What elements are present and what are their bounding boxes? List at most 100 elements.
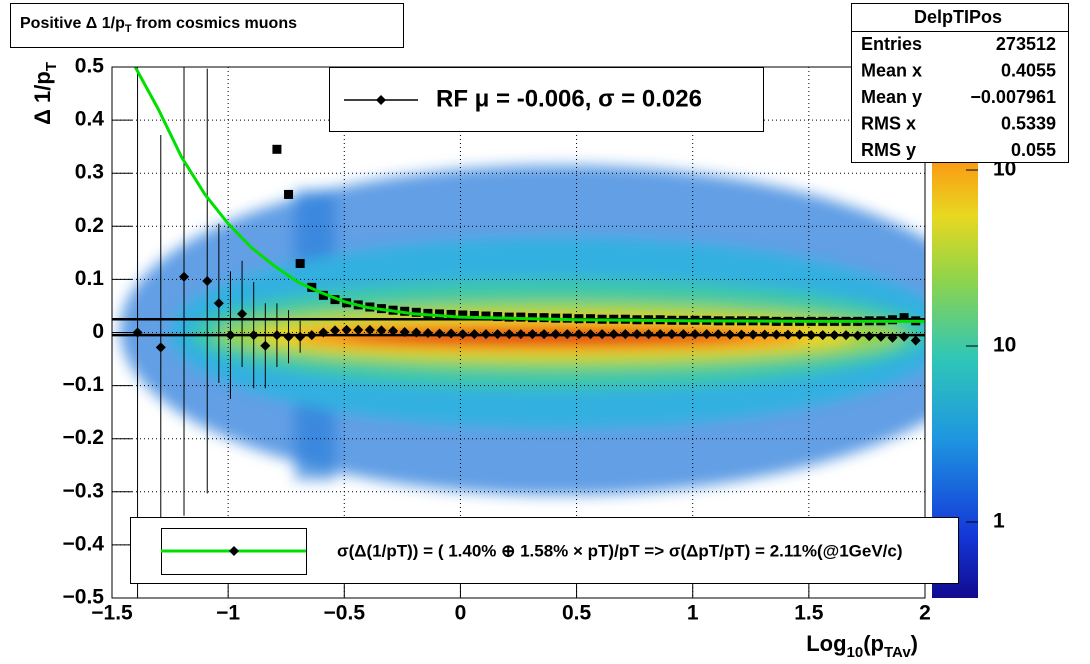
diamond-marker <box>748 329 759 340</box>
diamond-marker <box>132 327 143 338</box>
diamond-marker <box>202 275 213 286</box>
square-marker <box>469 311 479 321</box>
fit-curve <box>133 67 925 323</box>
x-tick-label: −1 <box>216 602 240 625</box>
diamond-marker <box>678 329 689 340</box>
diamond-marker <box>597 329 608 340</box>
diamond-marker <box>585 329 596 340</box>
diamond-marker <box>155 342 166 353</box>
diamond-marker <box>229 546 239 556</box>
diamond-marker <box>446 328 457 339</box>
square-marker <box>272 144 282 154</box>
x-tick-label: 0 <box>455 602 467 625</box>
stats-label: Mean x <box>861 60 922 80</box>
stats-value: 0.4055 <box>1001 60 1056 80</box>
diamond-marker <box>353 324 364 335</box>
diamond-marker <box>457 329 468 340</box>
diamond-marker <box>806 330 817 341</box>
y-tick-label: −0.2 <box>63 426 104 449</box>
stats-value: 0.5339 <box>1001 113 1056 133</box>
stats-label: Entries <box>861 34 922 54</box>
diamond-marker <box>434 328 445 339</box>
legend-label: RF μ = -0.006, σ = 0.026 <box>436 85 702 112</box>
x-tick-label: 0.5 <box>562 602 592 625</box>
diamond-marker <box>736 329 747 340</box>
diamond-marker <box>492 329 503 340</box>
x-tick-label: 1 <box>687 602 699 625</box>
diamond-marker <box>608 329 619 340</box>
diamond-marker <box>829 330 840 341</box>
stats-box: DelpTIPos Entries 273512 Mean x 0.4055 Mean y… <box>851 3 1069 163</box>
series-layer <box>132 67 925 598</box>
diamond-marker <box>329 325 340 336</box>
y-tick-label: 0.1 <box>75 267 105 290</box>
diamond-marker <box>573 329 584 340</box>
square-marker <box>435 309 445 319</box>
stats-label: Mean y <box>861 87 922 107</box>
square-marker <box>284 189 294 199</box>
diamond-marker <box>655 329 666 340</box>
y-tick-label: 0 <box>92 320 104 343</box>
diamond-marker <box>364 324 375 335</box>
diamond-marker <box>376 325 387 336</box>
diamond-marker <box>376 95 386 105</box>
square-marker <box>295 258 305 268</box>
stats-label: RMS x <box>861 113 916 133</box>
diamond-marker <box>539 329 550 340</box>
diamond-marker <box>875 331 886 342</box>
diamond-marker <box>817 330 828 341</box>
title-box <box>10 3 404 48</box>
square-marker <box>899 313 909 323</box>
diamond-marker <box>852 330 863 341</box>
diamond-marker <box>690 329 701 340</box>
y-tick-label: 0.5 <box>75 55 105 78</box>
diamond-marker <box>225 330 236 341</box>
y-tick-label: −0.4 <box>63 532 105 555</box>
y-tick-label: 0.3 <box>75 161 104 184</box>
heatmap <box>120 165 925 495</box>
legend-label: σ(Δ(1/pT)) = ( 1.40% ⊕ 1.58% × pT)/pT =>… <box>337 541 903 560</box>
y-tick-label: −0.1 <box>63 373 105 396</box>
color-bar-label: 10 <box>993 334 1016 357</box>
diamond-marker <box>306 330 317 341</box>
diamond-marker <box>271 330 282 341</box>
square-marker <box>318 290 328 300</box>
diamond-marker <box>899 331 910 342</box>
diamond-marker <box>341 324 352 335</box>
diamond-marker <box>388 325 399 336</box>
diamond-marker <box>841 330 852 341</box>
x-tick-label: 2 <box>919 602 931 625</box>
diamond-marker <box>562 329 573 340</box>
diamond-marker <box>887 332 898 343</box>
diamond-marker <box>631 329 642 340</box>
legend: RF μ = -0.006, σ = 0.026 <box>329 67 764 132</box>
diamond-marker <box>480 329 491 340</box>
diamond-marker <box>701 329 712 340</box>
diamond-marker <box>910 335 921 346</box>
square-marker <box>446 309 456 319</box>
diamond-marker <box>713 329 724 340</box>
diamond-marker <box>295 331 306 342</box>
x-tick-label: −0.5 <box>324 602 366 625</box>
stats-label: RMS y <box>861 140 916 160</box>
diamond-marker <box>527 329 538 340</box>
diamond-marker <box>782 329 793 340</box>
stats-value: −0.007961 <box>970 87 1056 107</box>
stats-title: DelpTIPos <box>914 7 1002 27</box>
x-axis-label: Log10(pTAv) <box>806 631 918 661</box>
diamond-marker <box>469 329 480 340</box>
chart-title: Positive Δ 1/pT from cosmics muons <box>20 15 297 35</box>
diamond-marker <box>399 326 410 337</box>
diamond-marker <box>237 308 248 319</box>
square-marker <box>887 315 897 325</box>
diamond-marker <box>643 329 654 340</box>
square-marker <box>481 311 491 321</box>
diamond-marker <box>283 331 294 342</box>
diamond-marker <box>318 327 329 338</box>
diamond-marker <box>179 271 190 282</box>
diamond-marker <box>260 340 271 351</box>
y-tick-label: 0.4 <box>75 108 105 131</box>
y-tick-label: −0.3 <box>63 479 104 502</box>
square-marker <box>458 310 468 320</box>
